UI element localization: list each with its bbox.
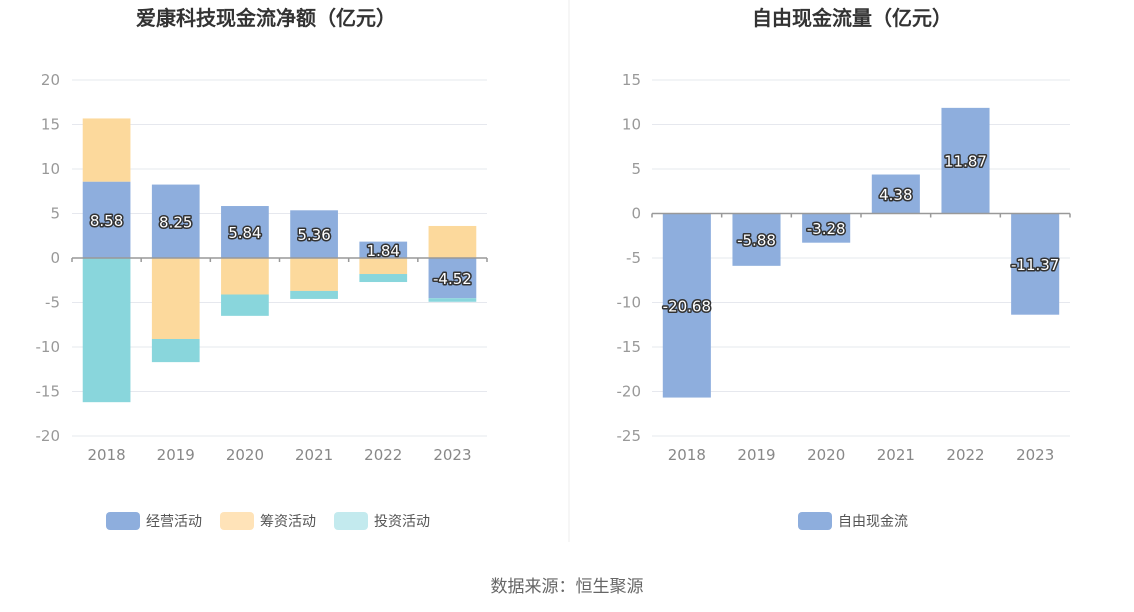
y-tick-label: 10: [41, 160, 60, 178]
bar: [428, 258, 477, 299]
bar: [428, 225, 477, 258]
y-tick-label: 5: [50, 205, 60, 223]
data-label: 8.25: [159, 213, 192, 231]
y-tick-label: 10: [622, 116, 641, 134]
chart-free-cashflow: 自由现金流量（亿元） -20.68 -5.88 -3.28 4.38 11.87 -11.…: [617, 6, 1071, 530]
data-source-label: 数据来源：恒生聚源: [490, 577, 644, 597]
bar: [151, 258, 200, 339]
y-tick-label: -5: [45, 294, 60, 312]
data-label: 1.84: [367, 242, 400, 260]
y-tick-label: -10: [617, 294, 642, 312]
data-label: -5.88: [737, 232, 776, 250]
x-tick-label: 2018: [87, 446, 125, 464]
y-tick-label: 5: [631, 160, 641, 178]
legend-item[interactable]: 自由现金流: [798, 512, 908, 530]
x-tick-label: 2019: [737, 446, 775, 464]
legend-swatch: [798, 512, 832, 530]
bar: [151, 338, 200, 363]
bar: [941, 107, 990, 214]
bar: [871, 174, 920, 214]
x-tick-label: 2018: [668, 446, 706, 464]
x-tick-label: 2022: [946, 446, 984, 464]
y-tick-label: -20: [617, 383, 642, 401]
legend-label: 经营活动: [146, 514, 202, 530]
legend-label: 自由现金流: [838, 514, 908, 530]
x-tick-label: 2020: [807, 446, 845, 464]
chart-title: 自由现金流量（亿元）: [752, 6, 952, 30]
y-tick-label: 15: [622, 71, 641, 89]
legend-item[interactable]: 筹资活动: [220, 512, 316, 530]
x-tick-label: 2020: [226, 446, 264, 464]
bar: [1011, 213, 1060, 315]
bar: [82, 258, 131, 403]
legend-swatch: [106, 512, 140, 530]
legend-label: 投资活动: [374, 514, 430, 530]
data-label: -4.52: [433, 270, 472, 288]
x-tick-label: 2021: [295, 446, 333, 464]
y-tick-label: 0: [631, 205, 641, 223]
bar: [221, 258, 269, 295]
data-label: -3.28: [807, 220, 846, 238]
chart-title: 爱康科技现金流净额（亿元）: [136, 6, 396, 30]
y-tick-label: -15: [36, 383, 61, 401]
x-tick-label: 2021: [877, 446, 915, 464]
bar: [82, 181, 131, 258]
legend-item[interactable]: 投资活动: [334, 512, 430, 530]
legend-swatch: [220, 512, 254, 530]
data-label: 11.87: [944, 153, 987, 171]
legend-item[interactable]: 经营活动: [106, 512, 202, 530]
bar: [290, 210, 338, 258]
bar: [732, 213, 781, 266]
data-label: 5.84: [228, 224, 261, 242]
data-label: 5.36: [297, 226, 330, 244]
bar: [359, 258, 408, 275]
data-label: 8.58: [90, 212, 123, 230]
y-tick-label: -20: [36, 427, 61, 445]
legend-swatch: [334, 512, 368, 530]
y-tick-label: -5: [626, 249, 641, 267]
data-label: -11.37: [1011, 256, 1059, 274]
bar: [290, 258, 338, 291]
y-tick-label: 15: [41, 116, 60, 134]
bar: [428, 298, 477, 302]
legend-label: 筹资活动: [260, 513, 316, 530]
data-label: 4.38: [879, 186, 912, 204]
bar: [802, 213, 851, 243]
bar: [662, 213, 711, 398]
data-label: -20.68: [663, 298, 711, 316]
x-tick-label: 2019: [157, 446, 195, 464]
y-tick-label: -15: [617, 338, 642, 356]
x-tick-label: 2022: [364, 446, 402, 464]
bar: [359, 274, 408, 283]
chart-cashflow-net: 爱康科技现金流净额（亿元） 8.58 8.255.84 5.361.84-4.52 …: [36, 6, 488, 530]
bar: [359, 241, 408, 258]
bar: [151, 184, 200, 258]
bar: [290, 290, 338, 299]
bar: [221, 294, 269, 316]
y-tick-label: -10: [36, 338, 61, 356]
x-tick-label: 2023: [433, 446, 471, 464]
y-tick-label: 20: [41, 71, 60, 89]
y-tick-label: -25: [617, 427, 642, 445]
x-tick-label: 2023: [1016, 446, 1054, 464]
y-tick-label: 0: [50, 249, 60, 267]
bar: [221, 206, 269, 258]
bar: [82, 118, 131, 182]
